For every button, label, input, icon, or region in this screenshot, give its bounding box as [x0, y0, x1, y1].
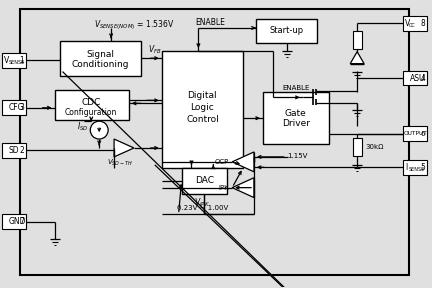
- Bar: [263, 92, 329, 144]
- Text: 8: 8: [420, 19, 425, 28]
- Text: SENSE: SENSE: [408, 167, 425, 172]
- Bar: [54, 90, 129, 120]
- Bar: [403, 126, 426, 141]
- Bar: [403, 160, 426, 175]
- Bar: [60, 41, 141, 75]
- Text: DAC: DAC: [195, 176, 214, 185]
- Bar: [353, 138, 362, 156]
- Text: Logic: Logic: [191, 103, 214, 112]
- Text: 2: 2: [19, 146, 24, 155]
- Polygon shape: [232, 178, 254, 198]
- Text: CDC: CDC: [82, 98, 101, 107]
- Text: IPK: IPK: [219, 185, 229, 191]
- Text: 3: 3: [19, 103, 24, 112]
- Text: OCP: OCP: [215, 159, 229, 165]
- Text: SENSE: SENSE: [9, 60, 25, 65]
- Polygon shape: [232, 152, 254, 172]
- Text: Configuration: Configuration: [65, 108, 118, 117]
- Text: $I_{SD}$: $I_{SD}$: [77, 121, 89, 133]
- Text: OUTPUT: OUTPUT: [404, 131, 428, 136]
- Bar: [2, 100, 26, 115]
- Text: Digital: Digital: [187, 91, 217, 100]
- Text: ENABLE: ENABLE: [283, 86, 310, 92]
- Text: 0.23V ~ 1.00V: 0.23V ~ 1.00V: [177, 204, 228, 211]
- Text: ASU: ASU: [410, 73, 425, 83]
- Text: V: V: [4, 56, 9, 65]
- Text: 1.15V: 1.15V: [288, 153, 308, 159]
- Circle shape: [90, 121, 108, 139]
- Text: Driver: Driver: [282, 119, 310, 128]
- Text: GND: GND: [9, 217, 26, 226]
- Text: 1: 1: [19, 56, 24, 65]
- Text: ENABLE: ENABLE: [195, 18, 226, 27]
- Text: 4: 4: [420, 73, 425, 83]
- Text: $V_{FB}$: $V_{FB}$: [148, 43, 162, 56]
- Text: $V_{SD-TH}$: $V_{SD-TH}$: [107, 158, 133, 168]
- Bar: [181, 168, 227, 194]
- Bar: [2, 53, 26, 68]
- Text: CFG: CFG: [9, 103, 25, 112]
- Bar: [2, 215, 26, 229]
- Bar: [162, 51, 243, 168]
- Text: Control: Control: [186, 115, 219, 124]
- Polygon shape: [350, 52, 364, 64]
- Text: Start-up: Start-up: [270, 26, 304, 35]
- Text: V: V: [405, 19, 410, 28]
- Text: SD: SD: [9, 146, 19, 155]
- Bar: [256, 19, 318, 43]
- Polygon shape: [114, 139, 134, 157]
- Bar: [403, 16, 426, 31]
- Bar: [403, 71, 426, 86]
- Text: $V_{SENSE(NOM)}$ = 1.536V: $V_{SENSE(NOM)}$ = 1.536V: [94, 18, 175, 32]
- Text: 7: 7: [19, 217, 24, 226]
- Text: Signal: Signal: [86, 50, 114, 59]
- Text: CC: CC: [409, 23, 416, 28]
- Bar: [353, 31, 362, 49]
- Text: Conditioning: Conditioning: [71, 60, 129, 69]
- Text: 6: 6: [420, 130, 425, 137]
- Text: I: I: [405, 163, 407, 172]
- Text: Gate: Gate: [285, 109, 307, 118]
- Text: $V_{IPK}$: $V_{IPK}$: [194, 197, 210, 209]
- Bar: [2, 143, 26, 158]
- Text: 30kΩ: 30kΩ: [365, 144, 384, 150]
- Text: 5: 5: [420, 163, 425, 172]
